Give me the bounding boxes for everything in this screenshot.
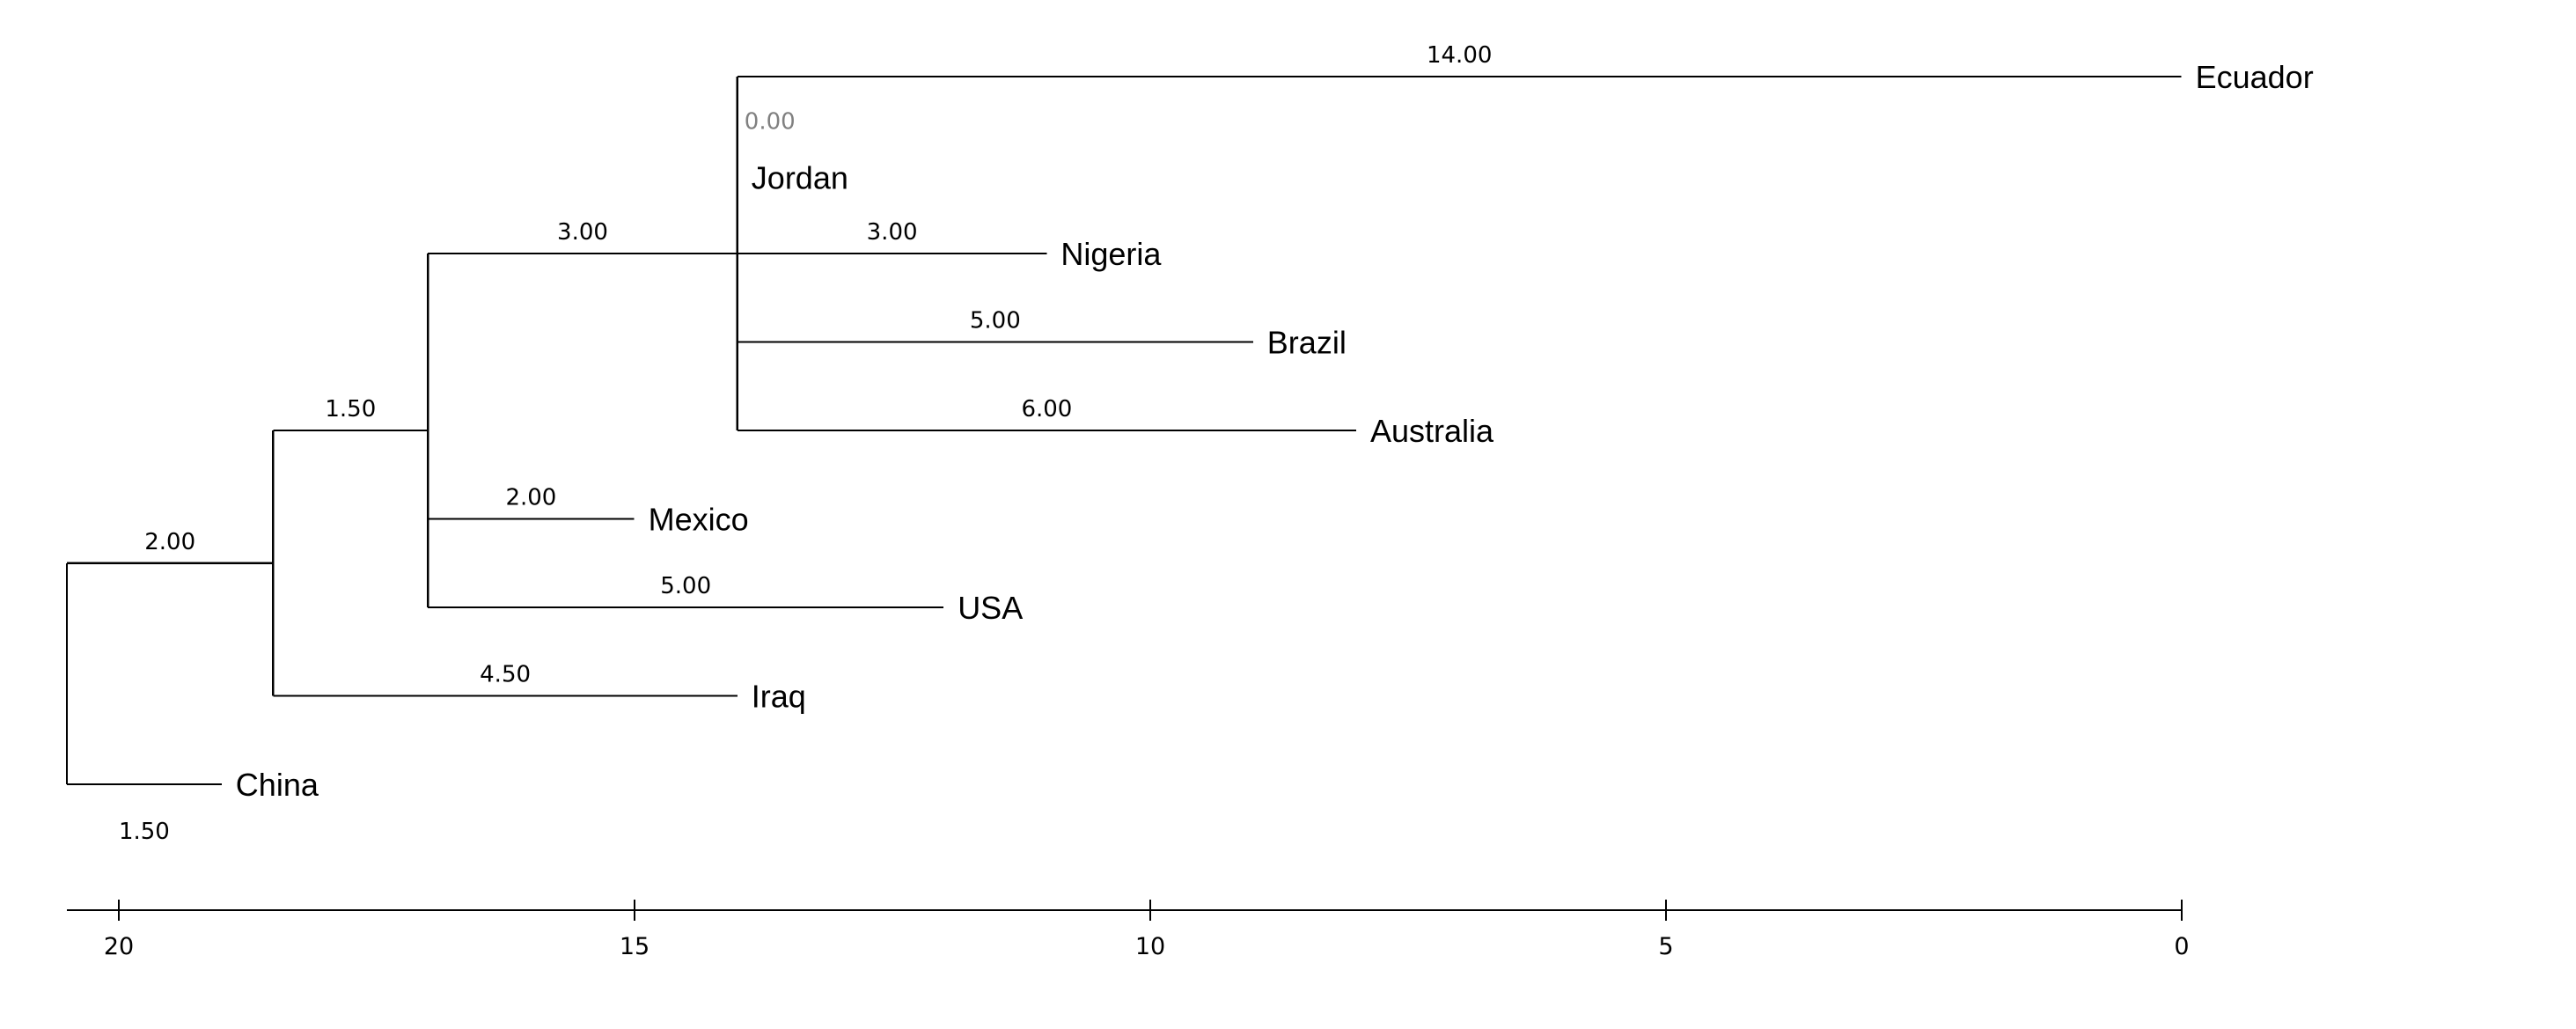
taxon-label-nigeria: Nigeria: [1060, 236, 1162, 272]
distance-axis: 20 15 10 5 0: [67, 900, 2190, 960]
taxon-label-china: China: [236, 767, 319, 803]
axis-tick-label-0: 0: [2174, 933, 2189, 960]
taxon-label-ecuador: Ecuador: [2196, 59, 2314, 95]
branch-length-n_jordan: 3.00: [557, 219, 608, 246]
axis-tick-label-10: 10: [1135, 933, 1165, 960]
branch-length-China: 1.50: [119, 819, 170, 845]
branch-length-Australia: 6.00: [1021, 396, 1072, 423]
branch-length-Ecuador: 14.00: [1427, 42, 1492, 69]
branch-length-Jordan: 0.00: [745, 109, 796, 136]
taxon-label-usa: USA: [958, 590, 1023, 626]
axis-tick-label-5: 5: [1658, 933, 1673, 960]
taxon-label-australia: Australia: [1370, 413, 1494, 449]
taxon-label-iraq: Iraq: [752, 679, 806, 715]
taxon-label-brazil: Brazil: [1267, 325, 1347, 361]
branch-length-Iraq: 4.50: [480, 662, 531, 688]
branch-length-Mexico: 2.00: [505, 485, 556, 511]
taxon-label-mexico: Mexico: [649, 502, 749, 538]
branch-length-Nigeria: 3.00: [867, 219, 918, 246]
branch-lines: [65, 75, 2182, 786]
branch-length-n_mid: 1.50: [325, 396, 376, 423]
axis-tick-label-15: 15: [620, 933, 650, 960]
taxon-labels: China Iraq Mexico USA Ecuador Jordan Nigeria Br…: [236, 59, 2314, 803]
branch-length-labels: 2.00 1.50 1.50 4.50 3.00 2.00 5.00 14.00 0.00 3.0…: [119, 42, 1492, 845]
axis-tick-label-20: 20: [104, 933, 134, 960]
branch-length-n_main: 2.00: [144, 529, 195, 555]
branch-length-USA: 5.00: [660, 573, 711, 599]
branch-length-Brazil: 5.00: [970, 308, 1021, 334]
taxon-label-jordan: Jordan: [752, 160, 848, 196]
